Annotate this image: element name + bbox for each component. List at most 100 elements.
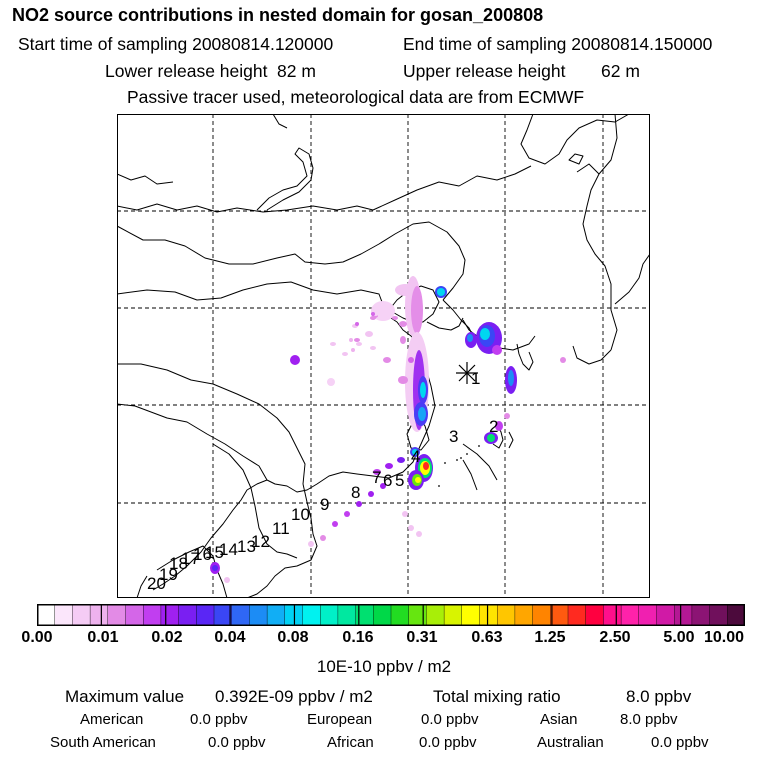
region-value-african: 0.0 ppbv: [419, 734, 477, 751]
colorbar-cell: [266, 604, 286, 626]
region-name-australian: Australian: [537, 734, 604, 751]
site-label-19: 19: [159, 565, 178, 584]
tracer-note: Passive tracer used, meteorological data…: [127, 87, 585, 107]
lower-release-label: Lower release height: [105, 61, 268, 81]
colorbar-cell: [479, 604, 498, 626]
colorbar-cell: [231, 604, 250, 626]
site-label-9: 9: [320, 495, 329, 514]
colorbar-tick-9: 2.50: [599, 629, 631, 646]
total-mixing-label: Total mixing ratio: [433, 687, 561, 706]
colorbar-cell: [337, 604, 357, 626]
colorbar-cell: [142, 604, 162, 626]
colorbar-cell: [727, 604, 745, 626]
colorbar-cell: [532, 604, 551, 626]
region-name-european: European: [307, 711, 373, 728]
region-name-south-american: South American: [50, 734, 156, 751]
upper-release-value: 62 m: [601, 61, 640, 81]
colorbar-cell: [89, 604, 109, 626]
colorbar-cell: [443, 604, 463, 626]
end-time-label: End time of sampling 20080814.150000: [403, 34, 713, 54]
colorbar-tick-0: 0.00: [21, 629, 53, 646]
site-label-8: 8: [351, 483, 360, 502]
colorbar-cell: [408, 604, 427, 626]
total-mixing-value: 8.0 ppbv: [626, 687, 692, 706]
colorbar-cell: [567, 604, 587, 626]
figure-title: NO2 source contributions in nested domai…: [12, 5, 544, 25]
colorbar-cell: [497, 604, 516, 626]
colorbar-tick-5: 0.16: [342, 629, 374, 646]
colorbar-tick-2: 0.02: [151, 629, 183, 646]
region-value-european: 0.0 ppbv: [421, 711, 479, 728]
site-label-6: 6: [383, 471, 392, 490]
colorbar-cell: [302, 604, 321, 626]
colorbar-tick-4: 0.08: [277, 629, 309, 646]
max-value-label: Maximum value: [65, 687, 185, 706]
colorbar-cell: [249, 604, 268, 626]
lower-release-value: 82 m: [277, 61, 316, 81]
colorbar-cell: [178, 604, 197, 626]
region-value-american: 0.0 ppbv: [190, 711, 248, 728]
max-value: 0.392E-09 ppbv / m2: [215, 687, 373, 706]
site-label-13: 13: [237, 537, 256, 556]
concentration-plume: [210, 276, 566, 583]
colorbar-tick-11: 10.00: [703, 629, 745, 646]
coastlines: [117, 114, 650, 598]
colorbar-cell: [461, 604, 480, 626]
site-label-12: 12: [251, 532, 270, 551]
site-label-4: 4: [411, 447, 420, 466]
colorbar-cells: [37, 604, 745, 626]
site-label-3: 3: [449, 427, 458, 446]
site-label-7: 7: [372, 468, 381, 487]
colorbar-tick-7: 0.63: [471, 629, 503, 646]
site-labels: 1 2 3 4 5 6 7 8 9 10 11 12 13 14 15 16 1…: [147, 369, 498, 593]
colorbar-cell: [160, 604, 180, 626]
colorbar-cell: [426, 604, 445, 626]
colorbar-tick-1: 0.01: [87, 629, 119, 646]
colorbar-cell: [373, 604, 392, 626]
colorbar-cell: [585, 604, 604, 626]
site-label-15: 15: [205, 543, 224, 562]
colorbar-cell: [72, 604, 91, 626]
map-panel: 1 2 3 4 5 6 7 8 9 10 11 12 13 14 15 16 1…: [117, 114, 650, 598]
region-value-south-american: 0.0 ppbv: [208, 734, 266, 751]
site-label-1: 1: [471, 369, 480, 388]
release-point-marker: [456, 362, 478, 384]
site-label-5: 5: [395, 471, 404, 490]
region-name-american: American: [80, 711, 144, 728]
start-time-label: Start time of sampling 20080814.120000: [18, 34, 334, 54]
colorbar-cell: [37, 604, 56, 626]
region-value-australian: 0.0 ppbv: [651, 734, 709, 751]
colorbar-tick-10: 5.00: [663, 629, 695, 646]
site-label-14: 14: [219, 540, 238, 559]
colorbar-cell: [603, 604, 622, 626]
island-dots: [438, 445, 480, 487]
upper-release-label: Upper release height: [403, 61, 566, 81]
site-label-20: 20: [147, 574, 166, 593]
colorbar-tick-3: 0.04: [214, 629, 246, 646]
colorbar-cell: [550, 604, 569, 626]
colorbar-cell: [514, 604, 534, 626]
colorbar-cell: [656, 604, 675, 626]
colorbar-cell: [390, 604, 410, 626]
colorbar-cell: [125, 604, 144, 626]
colorbar-cell: [691, 604, 711, 626]
colorbar-cell: [284, 604, 304, 626]
colorbar-tick-8: 1.25: [534, 629, 566, 646]
colorbar-unit-label: 10E-10 ppbv / m2: [316, 657, 452, 676]
colorbar-cell: [638, 604, 657, 626]
colorbar-tick-6: 0.31: [406, 629, 438, 646]
colorbar-cell: [620, 604, 640, 626]
colorbar: [37, 604, 745, 626]
region-value-asian: 8.0 ppbv: [620, 711, 678, 728]
region-name-asian: Asian: [540, 711, 578, 728]
site-label-11: 11: [272, 519, 290, 538]
colorbar-cell: [320, 604, 339, 626]
site-label-16: 16: [193, 545, 212, 564]
site-label-17: 17: [181, 549, 200, 568]
site-label-18: 18: [169, 554, 188, 573]
map-grid: [117, 114, 650, 598]
site-label-2: 2: [489, 417, 498, 436]
colorbar-cell: [196, 604, 215, 626]
colorbar-cell: [674, 604, 693, 626]
site-label-10: 10: [291, 505, 310, 524]
